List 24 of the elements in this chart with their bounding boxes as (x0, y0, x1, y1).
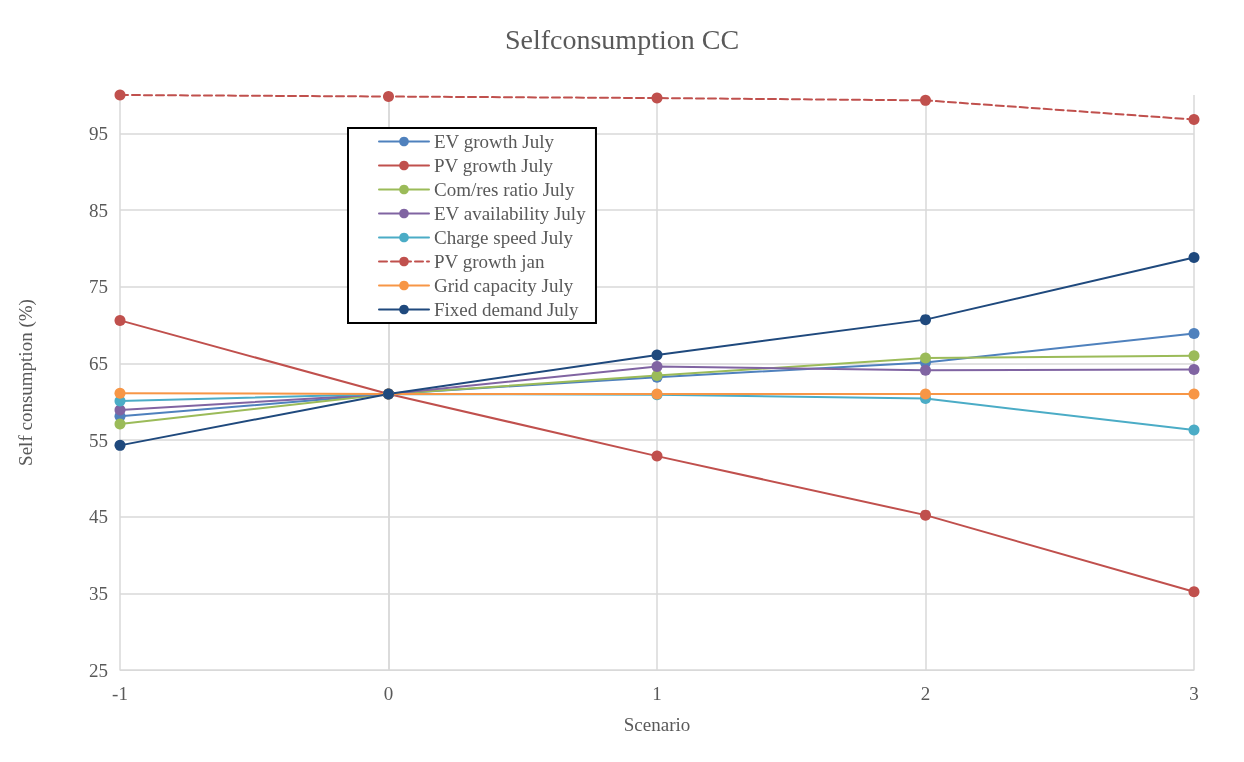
legend-label: EV growth July (434, 131, 555, 152)
legend-label: EV availability July (434, 203, 587, 224)
chart-title: Selfconsumption CC (504, 23, 740, 55)
x-tick-label: 0 (383, 683, 394, 704)
y-tick-label: 85 (89, 199, 108, 221)
x-tick-label: 1 (652, 683, 662, 704)
y-tick-label: 35 (89, 582, 108, 604)
x-tick-label: 3 (1189, 683, 1199, 704)
y-tick-label: 95 (89, 122, 108, 144)
x-axis-title: Scenario (623, 714, 691, 735)
legend-label: Fixed demand July (434, 299, 580, 320)
y-tick-label: 25 (89, 659, 108, 681)
y-tick-label: 55 (89, 429, 108, 451)
legend-label: PV growth jan (434, 251, 545, 272)
legend-label: PV growth July (434, 155, 554, 176)
y-tick-label: 65 (89, 352, 108, 374)
legend-label: Charge speed July (434, 227, 574, 248)
x-tick-label: 2 (920, 683, 931, 704)
legend-label: Com/res ratio July (434, 179, 575, 200)
x-tick-label: -1 (112, 683, 128, 704)
y-tick-label: 75 (89, 276, 108, 298)
legend-label: Grid capacity July (434, 275, 574, 296)
y-tick-label: 45 (89, 506, 108, 528)
y-axis-title: Self consumption (%) (15, 299, 37, 466)
